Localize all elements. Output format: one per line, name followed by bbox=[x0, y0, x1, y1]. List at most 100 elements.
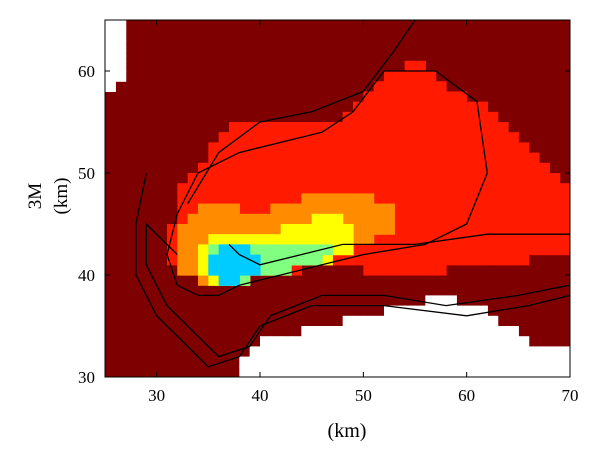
heatmap-cell bbox=[177, 193, 189, 205]
heatmap-cell bbox=[477, 356, 488, 368]
heatmap-cell bbox=[311, 122, 323, 133]
heatmap-cell bbox=[446, 152, 457, 164]
heatmap-cell bbox=[363, 203, 375, 215]
heatmap-cell bbox=[466, 122, 478, 133]
heatmap-cell bbox=[456, 254, 468, 266]
heatmap-cell bbox=[229, 264, 240, 276]
heatmap-cell bbox=[373, 234, 385, 245]
heatmap-cell bbox=[198, 213, 209, 225]
heatmap-cell bbox=[518, 173, 530, 184]
heatmap-cell bbox=[249, 234, 261, 245]
heatmap-cell bbox=[353, 162, 364, 174]
heatmap-cell bbox=[229, 162, 240, 174]
heatmap-cell bbox=[260, 122, 271, 133]
heatmap-cell bbox=[239, 244, 251, 256]
heatmap-cell bbox=[508, 356, 519, 368]
heatmap-cell bbox=[435, 336, 447, 347]
heatmap-cell bbox=[239, 183, 251, 194]
heatmap-cell bbox=[105, 71, 116, 82]
heatmap-region-cyan bbox=[208, 244, 261, 286]
heatmap-cell bbox=[435, 193, 447, 205]
heatmap-cell bbox=[497, 326, 509, 337]
heatmap-cell bbox=[384, 101, 395, 113]
heatmap-cell bbox=[518, 244, 530, 256]
heatmap-cell bbox=[291, 356, 302, 368]
heatmap-cell bbox=[456, 101, 468, 113]
heatmap-cell bbox=[229, 152, 240, 164]
heatmap-cell bbox=[446, 356, 457, 368]
heatmap-cell bbox=[456, 213, 468, 225]
heatmap-cell bbox=[435, 366, 447, 377]
heatmap-cell bbox=[363, 264, 375, 276]
heatmap-cell bbox=[384, 91, 395, 103]
heatmap-cell bbox=[270, 173, 282, 184]
heatmap-cell bbox=[249, 193, 261, 205]
heatmap-cell bbox=[270, 213, 282, 225]
heatmap-cell bbox=[415, 336, 426, 347]
heatmap-cell bbox=[425, 326, 437, 337]
heatmap-cell bbox=[497, 336, 509, 347]
heatmap-cell bbox=[384, 81, 395, 92]
heatmap-cell bbox=[487, 203, 499, 215]
heatmap-cell bbox=[322, 122, 333, 133]
heatmap-cell bbox=[342, 224, 354, 235]
heatmap-cell bbox=[342, 173, 354, 184]
heatmap-cell bbox=[497, 162, 509, 174]
heatmap-cell bbox=[332, 162, 344, 174]
heatmap-cell bbox=[291, 224, 302, 235]
heatmap-cell bbox=[539, 356, 550, 368]
heatmap-cell bbox=[477, 173, 488, 184]
heatmap-cell bbox=[477, 142, 488, 154]
heatmap-cell bbox=[394, 132, 406, 143]
heatmap-cell bbox=[539, 193, 550, 205]
heatmap-cell bbox=[239, 234, 251, 245]
heatmap-cell bbox=[311, 366, 323, 377]
heatmap-cell bbox=[208, 162, 220, 174]
heatmap-cell bbox=[487, 213, 499, 225]
heatmap-cell bbox=[291, 213, 302, 225]
heatmap-cell bbox=[435, 224, 447, 235]
heatmap-cell bbox=[425, 193, 437, 205]
heatmap-cell bbox=[487, 336, 499, 347]
heatmap-cell bbox=[394, 162, 406, 174]
heatmap-cell bbox=[415, 132, 426, 143]
heatmap-cell bbox=[229, 183, 240, 194]
heatmap-cell bbox=[384, 264, 395, 276]
y-tick-label: 30 bbox=[78, 368, 95, 387]
heatmap-cell bbox=[415, 193, 426, 205]
heatmap-cell bbox=[198, 254, 209, 266]
heatmap-cell bbox=[456, 366, 468, 377]
heatmap-cell bbox=[177, 244, 189, 256]
heatmap-cell bbox=[456, 356, 468, 368]
heatmap-cell bbox=[208, 254, 220, 266]
heatmap-cell bbox=[446, 254, 457, 266]
heatmap-cell bbox=[477, 183, 488, 194]
heatmap-cell bbox=[260, 224, 271, 235]
heatmap-cell bbox=[559, 183, 570, 194]
heatmap-cell bbox=[425, 336, 437, 347]
heatmap-cell bbox=[487, 142, 499, 154]
heatmap-cell bbox=[384, 203, 395, 215]
heatmap-cell bbox=[260, 203, 271, 215]
heatmap-cell bbox=[528, 366, 540, 377]
heatmap-cell bbox=[332, 132, 344, 143]
heatmap-cell bbox=[239, 173, 251, 184]
heatmap-cell bbox=[332, 152, 344, 164]
heatmap-cell bbox=[322, 152, 333, 164]
heatmap-cell bbox=[229, 213, 240, 225]
heatmap-cell bbox=[384, 71, 395, 82]
heatmap-cell bbox=[435, 356, 447, 368]
heatmap-cell bbox=[487, 244, 499, 256]
heatmap-cell bbox=[280, 213, 292, 225]
heatmap-cell bbox=[404, 101, 416, 113]
heatmap-cell bbox=[198, 244, 209, 256]
heatmap-cell bbox=[435, 91, 447, 103]
heatmap-cell bbox=[363, 254, 375, 266]
heatmap-cell bbox=[322, 162, 333, 174]
heatmap-cell bbox=[487, 356, 499, 368]
heatmap-cell bbox=[466, 356, 478, 368]
heatmap-cell bbox=[466, 254, 478, 266]
heatmap-cell bbox=[425, 244, 437, 256]
heatmap-cell bbox=[218, 224, 230, 235]
heatmap-cell bbox=[342, 132, 354, 143]
